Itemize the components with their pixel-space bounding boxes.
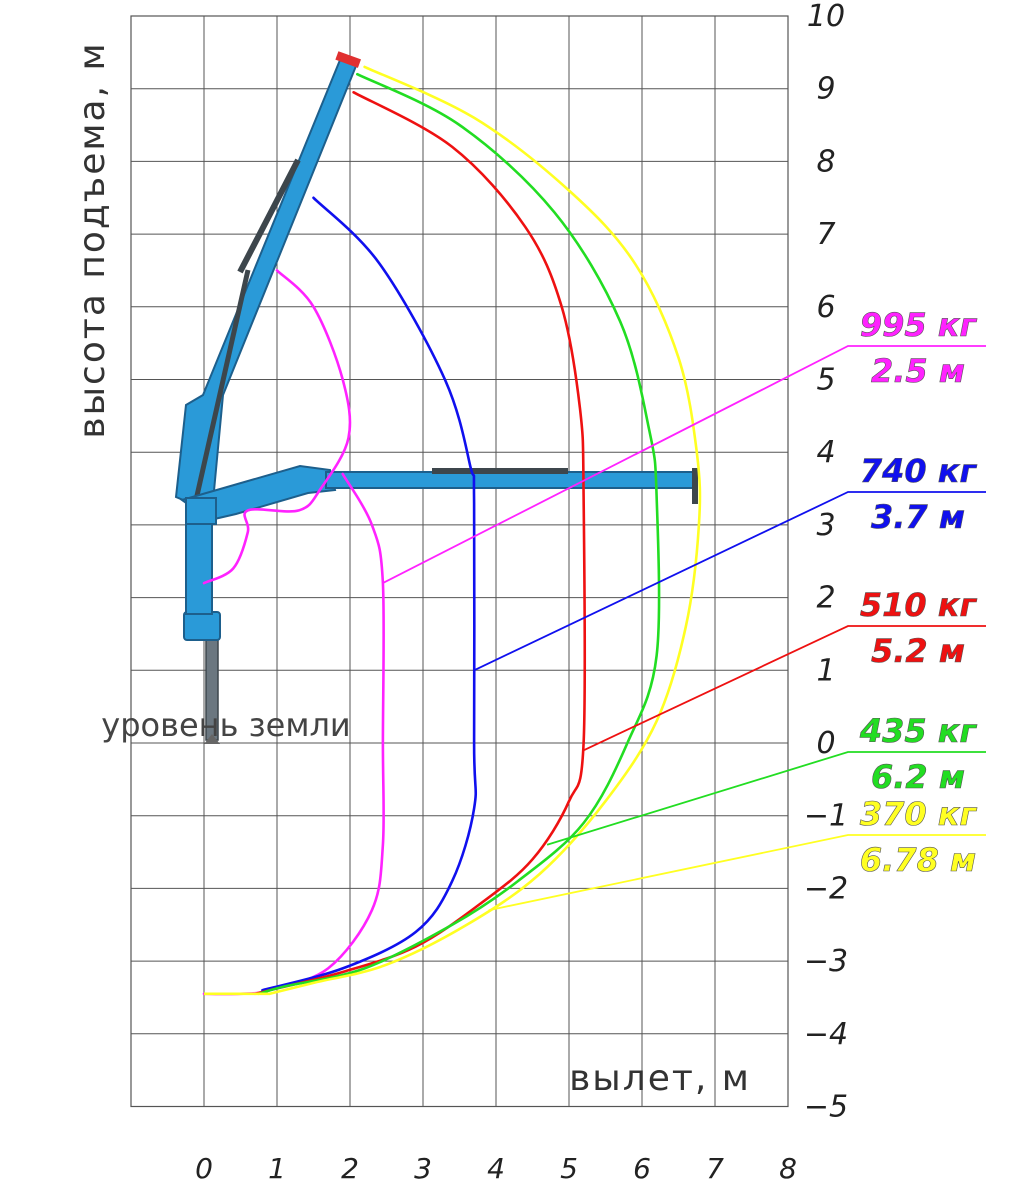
reach-label: 2.5 м (871, 352, 965, 390)
leader-line (546, 751, 986, 846)
y-tick-label: 9 (816, 72, 835, 107)
leader-line (583, 625, 986, 752)
reach-curve (202, 269, 352, 585)
x-tick-label: 8 (779, 1152, 797, 1185)
load-label: 435 кг (859, 712, 978, 750)
y-tick-label: −3 (804, 944, 848, 979)
x-tick-label: 5 (560, 1152, 578, 1185)
leader-line (488, 834, 986, 912)
x-tick-label: 7 (706, 1152, 724, 1185)
load-label: 995 кг (860, 306, 978, 344)
capacity-labels: 995 кг 2.5 м 740 кг 3.7 м 510 кг 5.2 м 435 кг 6… (382, 306, 986, 912)
crane-main-boom-cylinder (193, 269, 251, 501)
reach-curve (261, 196, 478, 992)
reach-curve (253, 91, 587, 996)
grid-frame (130, 15, 789, 1108)
reach-label: 6.2 м (871, 758, 965, 796)
reach-label: 5.2 м (871, 632, 965, 670)
crane-joint-box (185, 497, 217, 525)
y-tick-label: 1 (816, 653, 835, 688)
x-axis-title: вылет, м (569, 1058, 751, 1099)
y-tick-label: 8 (816, 144, 835, 179)
y-tick-label: −5 (804, 1090, 848, 1125)
y-tick-label: 2 (816, 581, 835, 616)
x-tick-label: 6 (633, 1152, 651, 1185)
chart-grid (130, 15, 789, 1108)
reach-label: 3.7 м (871, 498, 965, 536)
y-tick-label: 0 (816, 726, 835, 761)
crane-hook (692, 468, 698, 504)
leader-line (382, 345, 986, 584)
x-tick-label: 3 (414, 1152, 432, 1185)
load-label: 740 кг (860, 452, 978, 490)
reach-label: 6.78 м (860, 841, 976, 879)
y-axis-title: высота подъема, м (72, 41, 113, 438)
x-tick-label: 0 (195, 1152, 213, 1185)
y-tick-label: 3 (816, 508, 835, 543)
y-tick-label: −4 (804, 1017, 848, 1052)
crane-base (183, 611, 221, 641)
crane-drawing (174, 51, 698, 744)
load-label: 370 кг (860, 795, 978, 833)
y-tick-label: 7 (816, 217, 835, 252)
ground-marker-icon (204, 734, 220, 744)
crane-main-boom (174, 58, 358, 514)
reach-curve (257, 72, 661, 996)
y-tick-label: 6 (816, 290, 835, 325)
ground-level-label: уровень земли (101, 706, 350, 744)
reach-curves (202, 65, 702, 996)
crane-upper-cylinder (237, 158, 301, 274)
y-tick-label: 4 (816, 435, 835, 470)
load-label: 510 кг (860, 586, 978, 624)
x-tick-label: 1 (268, 1152, 286, 1185)
x-tick-label: 2 (341, 1152, 359, 1185)
crane-extension-cylinder (432, 468, 568, 474)
y-tick-label: 5 (816, 363, 835, 398)
y-tick-label: −2 (804, 871, 848, 906)
crane-horizontal-boom (325, 471, 697, 489)
x-tick-label: 4 (487, 1152, 505, 1185)
crane-boom-tip (335, 51, 361, 68)
reach-curve (268, 65, 702, 996)
leader-line (473, 491, 986, 672)
y-tick-label: 10 (807, 0, 845, 34)
y-tick-label: −1 (804, 799, 848, 834)
crane-column (185, 509, 213, 615)
